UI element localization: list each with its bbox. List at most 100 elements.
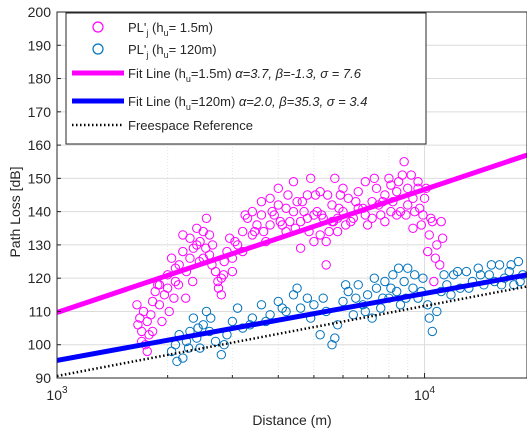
data-point	[334, 203, 344, 214]
data-point	[142, 346, 152, 357]
data-point	[201, 306, 212, 317]
data-point	[154, 300, 165, 310]
data-point	[437, 233, 448, 243]
data-point	[288, 176, 299, 187]
data-point	[142, 316, 152, 327]
data-point	[150, 286, 160, 297]
data-point	[343, 193, 353, 204]
y-tick-label: 150	[28, 170, 52, 186]
data-point	[392, 186, 402, 197]
data-point	[265, 220, 275, 230]
data-point	[351, 293, 361, 303]
data-point	[247, 230, 258, 240]
data-point	[392, 210, 402, 220]
data-point	[258, 226, 269, 237]
data-point	[178, 230, 188, 240]
y-tick-label: 160	[28, 137, 52, 153]
data-point	[423, 300, 433, 310]
data-point	[198, 320, 208, 330]
legend-marker	[92, 43, 104, 55]
data-point	[249, 226, 260, 237]
legend: PL'j (hu= 1.5m) PL'j (hu= 120m) Fit Line (…	[65, 12, 427, 145]
data-point	[267, 206, 277, 217]
y-tick-label: 180	[28, 71, 52, 87]
data-point	[416, 220, 427, 230]
x-tick-label: 103	[46, 385, 68, 403]
x-axis: 103 104	[46, 373, 436, 403]
data-point	[343, 286, 353, 297]
data-point	[273, 183, 283, 194]
data-point	[132, 300, 142, 310]
data-point	[133, 320, 143, 330]
data-point	[178, 353, 188, 363]
data-point	[227, 316, 238, 327]
data-point	[252, 220, 262, 230]
data-point	[473, 263, 483, 273]
data-point	[195, 343, 205, 353]
y-tick-label: 110	[29, 303, 52, 319]
y-tick-label: 100	[28, 337, 52, 353]
data-point	[147, 326, 158, 337]
legend-marker	[92, 21, 104, 33]
data-point	[218, 270, 229, 280]
data-point	[213, 283, 224, 293]
data-point	[393, 263, 404, 273]
data-point	[403, 263, 413, 273]
data-point	[348, 310, 359, 320]
data-point	[315, 230, 325, 240]
y-axis-label: Path Loss [dB]	[7, 166, 23, 257]
data-point	[393, 176, 404, 187]
data-point	[409, 270, 420, 280]
data-point	[273, 200, 283, 210]
y-tick-label: 130	[28, 237, 52, 253]
x-axis-label: Distance (m)	[252, 412, 331, 428]
data-point	[418, 273, 428, 283]
data-point	[395, 300, 406, 310]
data-point	[242, 213, 253, 223]
data-point	[322, 190, 333, 200]
data-point	[305, 173, 316, 184]
data-point	[295, 216, 306, 227]
legend-label: Fit Line (hu=120m) α=2.0, β=35.3, σ = 3.…	[128, 94, 367, 112]
data-point	[164, 306, 174, 317]
data-point	[353, 186, 363, 197]
data-point	[380, 276, 390, 287]
data-point	[201, 213, 212, 223]
data-point	[351, 196, 361, 207]
data-point	[292, 283, 302, 293]
data-point	[340, 280, 351, 290]
data-point	[330, 173, 340, 184]
data-point	[332, 226, 343, 237]
data-point	[371, 283, 382, 293]
data-point	[388, 270, 398, 280]
y-tick-label: 140	[28, 204, 52, 220]
data-point	[181, 293, 191, 303]
data-point	[338, 296, 348, 307]
data-point	[392, 286, 402, 297]
data-point	[408, 223, 418, 233]
data-point	[277, 303, 287, 313]
data-point	[362, 290, 373, 300]
data-point	[369, 273, 380, 283]
data-point	[309, 210, 319, 220]
data-point	[312, 206, 322, 217]
data-point	[256, 300, 267, 310]
data-point	[360, 306, 371, 317]
data-point	[327, 340, 337, 350]
data-point	[321, 236, 331, 247]
data-point	[439, 270, 449, 280]
data-point	[475, 270, 486, 280]
data-point	[353, 280, 363, 290]
data-point	[169, 293, 179, 303]
data-point	[172, 356, 182, 367]
data-point	[432, 306, 442, 317]
data-point	[386, 283, 396, 293]
data-point	[318, 293, 328, 303]
data-point	[256, 196, 267, 207]
data-point	[265, 193, 275, 204]
legend-box	[65, 12, 427, 145]
data-point	[178, 246, 188, 257]
y-tick-label: 170	[28, 104, 52, 120]
data-point	[240, 210, 250, 220]
data-point	[380, 190, 390, 200]
